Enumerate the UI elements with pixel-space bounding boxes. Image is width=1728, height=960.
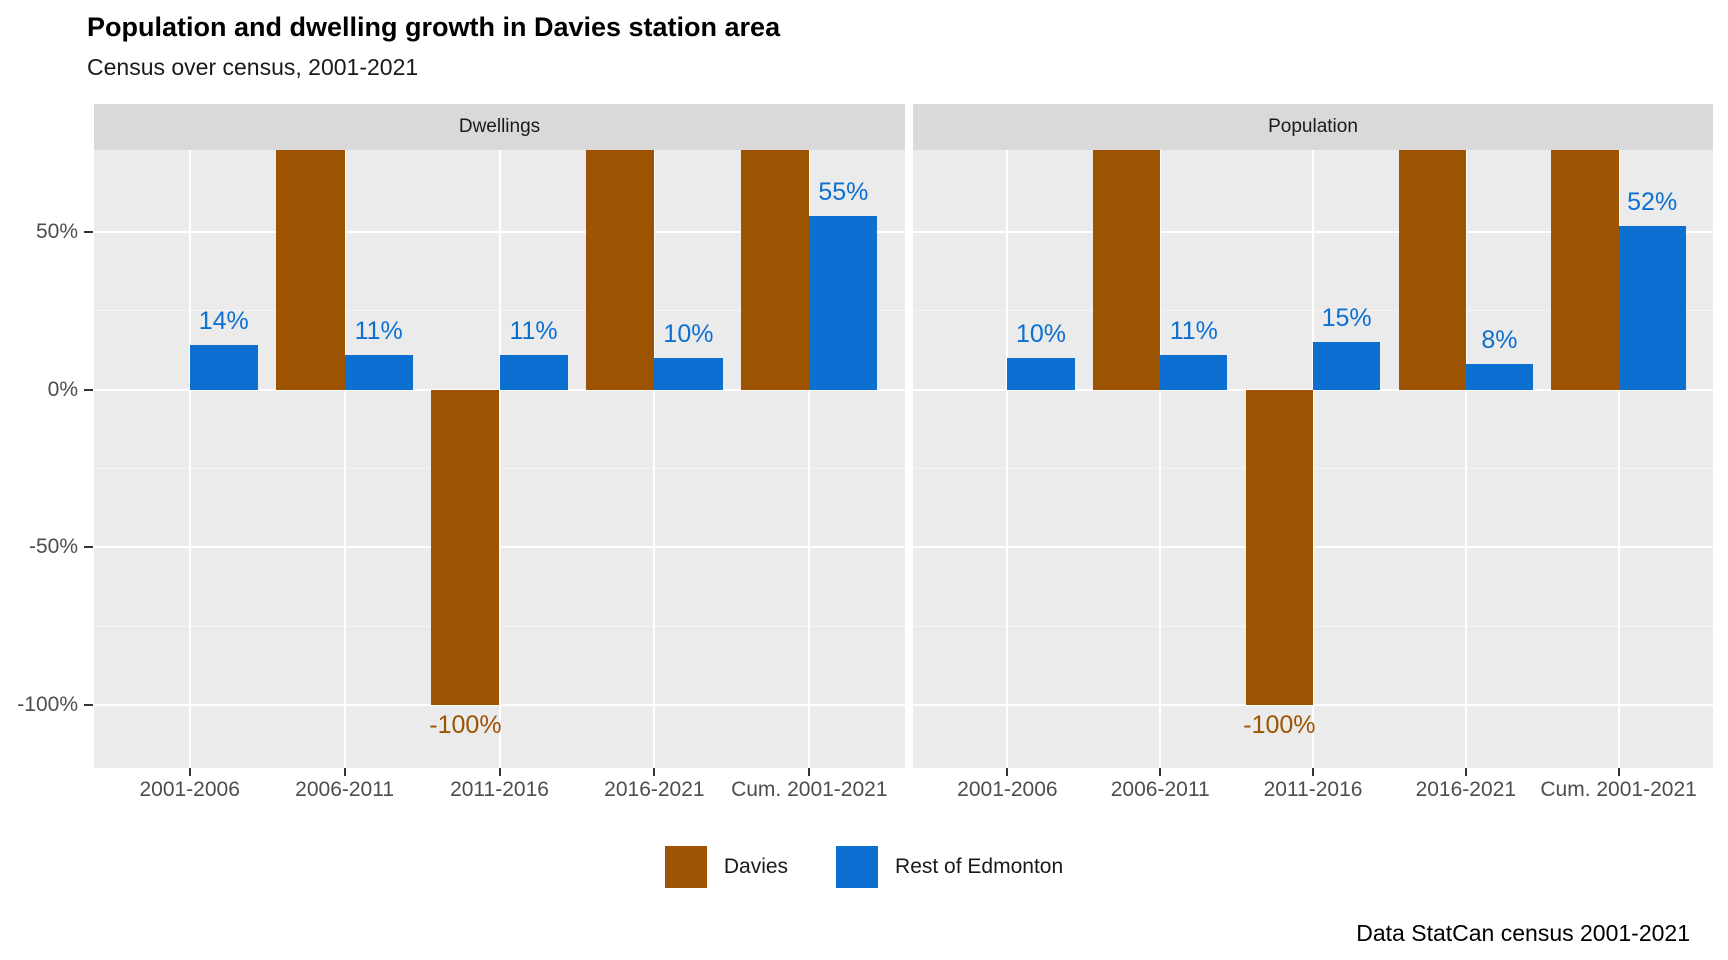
x-axis-tick-label: 2006-2011 bbox=[1110, 778, 1210, 801]
bar-davies bbox=[1551, 150, 1619, 390]
x-axis-tick-mark bbox=[1006, 768, 1009, 776]
bar-rest-of-edmonton bbox=[654, 358, 723, 390]
facet-strip-label: Dwellings bbox=[458, 116, 541, 137]
gridline-vertical-major bbox=[1617, 150, 1620, 768]
gridline-vertical-major bbox=[808, 150, 811, 768]
x-axis-tick-mark bbox=[498, 768, 501, 776]
bar-rest-of-edmonton bbox=[1465, 364, 1533, 390]
chart-caption: Data StatCan census 2001-2021 bbox=[1356, 920, 1690, 946]
bar-rest-of-edmonton bbox=[499, 354, 568, 390]
bar-value-label: 52% bbox=[1627, 187, 1678, 216]
x-axis-tick-label: 2011-2016 bbox=[1263, 778, 1363, 801]
facet-strip-label: Population bbox=[1268, 116, 1358, 137]
facet-population: Population -100% 10% 11% 15% 8% 52% 2001-2006 20… bbox=[913, 104, 1713, 804]
facet-strip: Dwellings bbox=[94, 104, 905, 150]
legend-item: Rest of Edmonton bbox=[836, 846, 1063, 888]
bar-davies bbox=[586, 150, 655, 390]
facet-panel: -100% 14% 11% 11% 10% 55% bbox=[94, 150, 905, 768]
bar-rest-of-edmonton bbox=[1618, 225, 1686, 390]
bar-value-label: 11% bbox=[354, 316, 403, 345]
bar-rest-of-edmonton bbox=[189, 345, 258, 390]
bar-value-label: 55% bbox=[818, 178, 869, 207]
gridline-vertical-major bbox=[1006, 150, 1009, 768]
bar-rest-of-edmonton bbox=[809, 216, 878, 390]
x-axis-tick-label: 2011-2016 bbox=[450, 778, 549, 801]
bar-davies bbox=[1245, 389, 1313, 705]
x-axis-tick-label: Cum. 2001-2021 bbox=[731, 778, 888, 801]
legend: Davies Rest of Edmonton bbox=[0, 845, 1728, 889]
facet-strip: Population bbox=[913, 104, 1713, 150]
x-axis-tick-label: 2016-2021 bbox=[604, 778, 705, 801]
bar-rest-of-edmonton bbox=[344, 354, 413, 390]
bar-davies bbox=[1093, 150, 1161, 390]
legend-key-swatch bbox=[836, 846, 879, 888]
gridline-vertical-major bbox=[498, 150, 501, 768]
bar-value-label: 11% bbox=[509, 316, 558, 345]
bar-value-label: 14% bbox=[198, 307, 249, 336]
gridline-vertical-major bbox=[343, 150, 346, 768]
bar-value-label: 10% bbox=[1015, 320, 1067, 349]
chart-title: Population and dwelling growth in Davies… bbox=[87, 12, 781, 42]
bar-value-label: 11% bbox=[1169, 316, 1218, 345]
bar-davies bbox=[431, 389, 500, 705]
bar-value-label: -100% bbox=[429, 710, 502, 739]
x-axis-tick-label: 2016-2021 bbox=[1415, 778, 1517, 801]
legend-item: Davies bbox=[664, 846, 789, 888]
bar-value-label: 8% bbox=[1481, 326, 1518, 355]
bar-value-label: 10% bbox=[663, 320, 714, 349]
bar-value-label: -100% bbox=[1243, 710, 1316, 739]
y-axis-tick-mark bbox=[84, 230, 93, 233]
x-axis-tick-mark bbox=[1312, 768, 1314, 776]
bar-rest-of-edmonton bbox=[1007, 358, 1075, 390]
y-axis-tick-mark bbox=[84, 388, 93, 391]
gridline-vertical-major bbox=[1159, 150, 1162, 768]
bar-rest-of-edmonton bbox=[1313, 342, 1381, 390]
x-axis-tick-mark bbox=[1617, 768, 1620, 776]
x-axis-tick-mark bbox=[1159, 768, 1162, 776]
x-axis-tick-label: 2001-2006 bbox=[139, 778, 240, 801]
x-axis-tick-mark bbox=[808, 768, 811, 776]
bar-davies bbox=[276, 150, 345, 390]
y-axis-tick-label: -100% bbox=[17, 692, 78, 716]
bar-rest-of-edmonton bbox=[1160, 354, 1228, 390]
gridline-vertical-major bbox=[1312, 150, 1314, 768]
legend-key-swatch bbox=[664, 846, 707, 888]
y-axis-tick-label: -50% bbox=[28, 535, 78, 559]
gridline-vertical-major bbox=[653, 150, 656, 768]
gridline-vertical-major bbox=[188, 150, 191, 768]
bar-davies bbox=[741, 150, 810, 390]
legend-label: Davies bbox=[723, 855, 789, 878]
x-axis-tick-mark bbox=[188, 768, 191, 776]
bar-value-label: 15% bbox=[1321, 304, 1372, 333]
legend-label: Rest of Edmonton bbox=[895, 855, 1064, 878]
y-axis-tick-mark bbox=[84, 703, 93, 706]
bar-davies bbox=[1398, 150, 1466, 390]
y-axis-tick-label: 50% bbox=[35, 219, 78, 243]
facet-panel: -100% 10% 11% 15% 8% 52% bbox=[913, 150, 1713, 768]
x-axis-tick-mark bbox=[653, 768, 656, 776]
gridline-vertical-major bbox=[1464, 150, 1467, 768]
x-axis-tick-label: 2001-2006 bbox=[957, 778, 1058, 801]
x-axis-tick-mark bbox=[343, 768, 346, 776]
facet-dwellings: Dwellings -100% 14% 11% 11% 10% 55% 2001-2006 20… bbox=[94, 104, 905, 804]
x-axis-tick-label: 2006-2011 bbox=[295, 778, 395, 801]
chart-subtitle: Census over census, 2001-2021 bbox=[87, 54, 419, 80]
y-axis-tick-mark bbox=[84, 546, 93, 549]
y-axis-tick-label: 0% bbox=[47, 377, 78, 401]
x-axis-tick-mark bbox=[1464, 768, 1467, 776]
x-axis-tick-label: Cum. 2001-2021 bbox=[1540, 778, 1697, 801]
